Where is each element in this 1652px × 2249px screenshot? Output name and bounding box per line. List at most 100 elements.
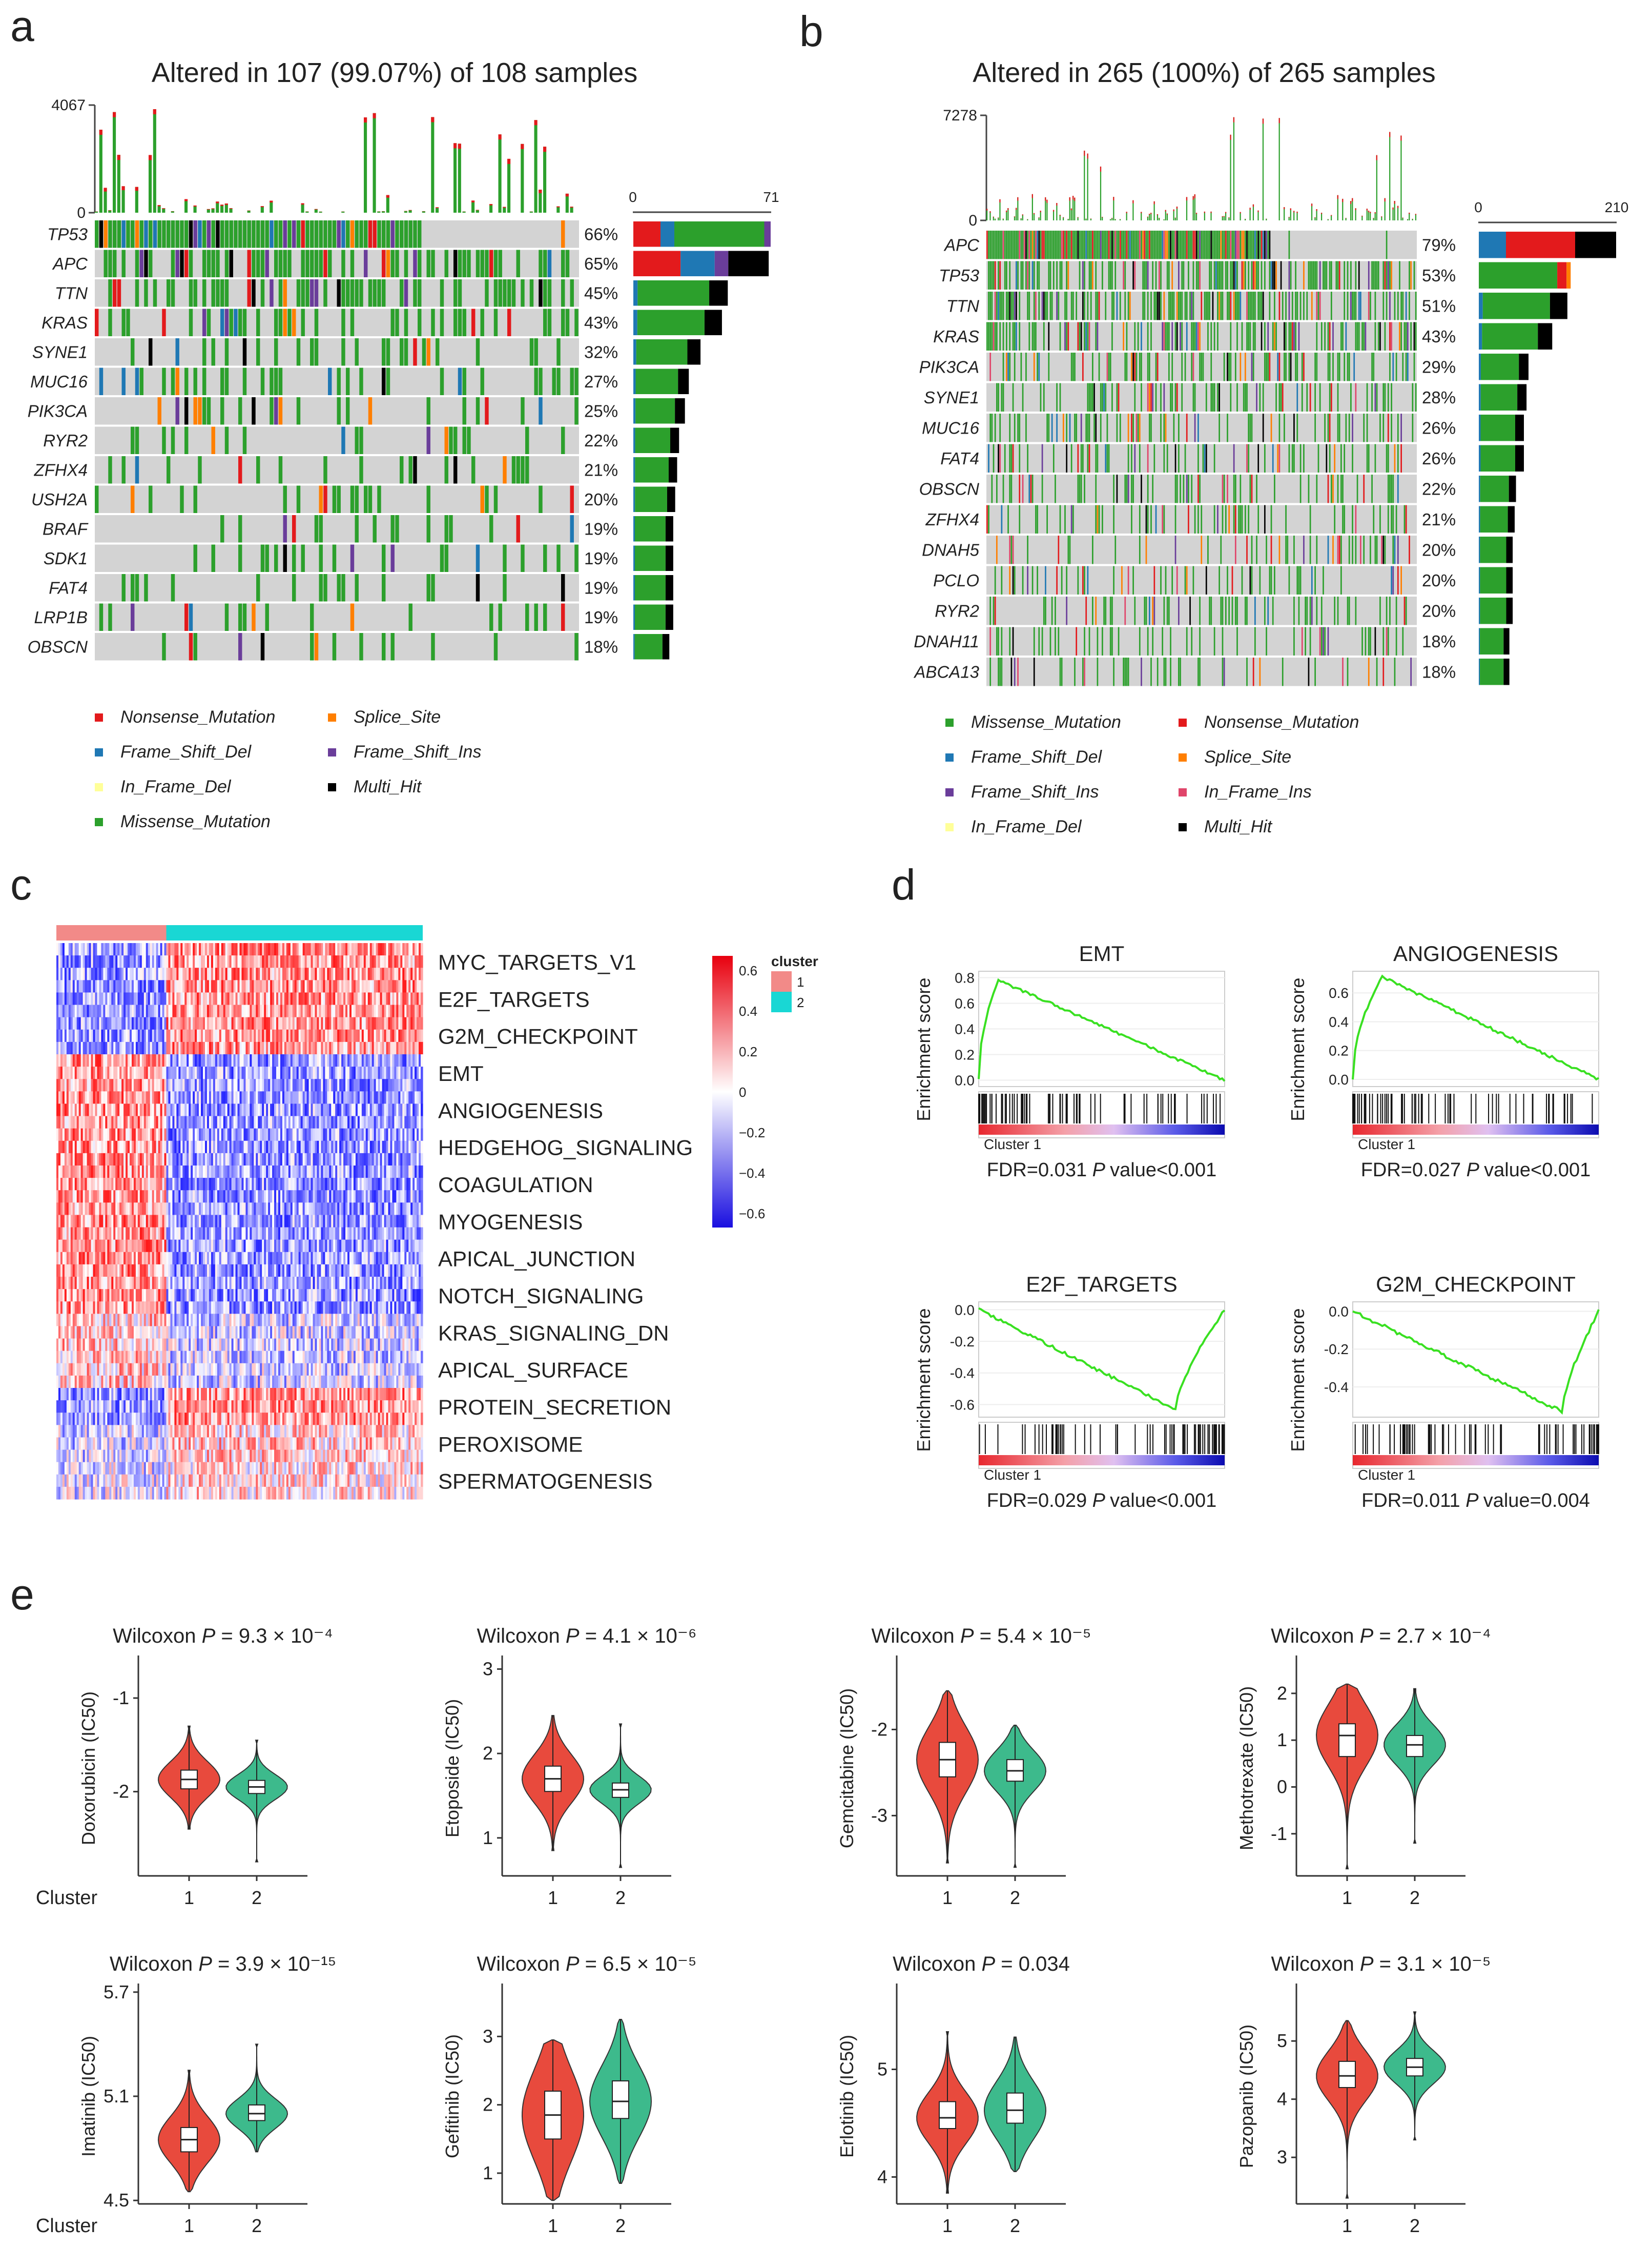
heatmap-cell <box>327 1116 329 1129</box>
heatmap-cell <box>174 1079 177 1092</box>
heatmap-cell <box>180 980 183 993</box>
heatmap-cell <box>298 1079 301 1092</box>
heatmap-cell <box>288 980 291 993</box>
mutation-cell <box>1308 475 1310 503</box>
heatmap-cell <box>64 1029 67 1042</box>
mutation-cell <box>1202 444 1204 473</box>
heatmap-cell <box>276 955 279 968</box>
heatmap-cell <box>351 1041 354 1055</box>
heatmap-cell <box>113 955 116 968</box>
tmb-bar-nonsense <box>408 210 412 211</box>
mutation-cell <box>1059 658 1061 686</box>
mutation-cell <box>1282 383 1284 412</box>
heatmap-cell <box>143 1103 147 1117</box>
mutation-cell <box>1298 566 1300 595</box>
mutation-cell <box>1251 261 1253 290</box>
mutation-cell <box>1233 231 1235 259</box>
mutation-cell <box>1174 505 1176 534</box>
heatmap-cell <box>95 1067 98 1079</box>
heatmap-cell <box>60 980 63 993</box>
heatmap-cell <box>62 943 65 956</box>
side-bar-segment <box>635 427 671 454</box>
mutation-cell <box>1299 566 1302 595</box>
heatmap-cell <box>213 1103 216 1117</box>
tmb-bar-nonsense <box>1173 209 1174 211</box>
tmb-bar <box>1157 214 1159 220</box>
heatmap-cell <box>402 1005 405 1018</box>
heatmap-cell <box>361 980 364 993</box>
mutation-cell <box>1303 292 1305 320</box>
heatmap-cell <box>254 1079 256 1092</box>
gene-row-bg <box>95 250 579 277</box>
heatmap-cell <box>313 1067 316 1079</box>
heatmap-cell <box>335 1017 338 1030</box>
gene-label: FAT4 <box>940 449 979 468</box>
mutation-cell <box>1233 505 1235 534</box>
heatmap-cell <box>130 968 132 980</box>
heatmap-cell <box>337 1116 340 1129</box>
mutation-cell <box>1228 231 1230 259</box>
heatmap-cell <box>203 992 205 1006</box>
mutation-cell <box>1027 536 1028 564</box>
mutation-cell <box>395 250 399 277</box>
heatmap-cell <box>274 1005 277 1018</box>
heatmap-cell <box>327 1005 329 1018</box>
heatmap-cell <box>347 1079 350 1092</box>
mutation-cell <box>1370 627 1371 656</box>
mutation-cell <box>1174 444 1176 473</box>
side-bar-segment <box>633 398 636 424</box>
tmb-bar-nonsense <box>1022 214 1023 216</box>
heatmap-cell <box>156 980 159 993</box>
heatmap-cell <box>239 1029 242 1042</box>
heatmap-cell <box>221 980 224 993</box>
heatmap-cell <box>189 1054 191 1067</box>
mutation-cell <box>1080 475 1082 503</box>
heatmap-cell <box>355 1091 358 1105</box>
heatmap-cell <box>58 1041 61 1055</box>
mutation-cell <box>404 279 408 307</box>
tmb-min-label: 0 <box>77 205 86 221</box>
gene-row-bg <box>986 414 1417 442</box>
heatmap-cell <box>174 1067 177 1079</box>
heatmap-cell <box>113 1067 116 1079</box>
heatmap-cell <box>227 1054 230 1067</box>
gene-label: TTN <box>55 283 88 302</box>
tmb-bar <box>1361 215 1363 220</box>
mutation-cell <box>1392 353 1394 381</box>
heatmap-cell <box>276 1017 279 1030</box>
mutation-cell <box>1145 536 1147 564</box>
heatmap-cell <box>143 1005 147 1018</box>
mutation-cell <box>1061 231 1063 259</box>
mutation-cell <box>1141 658 1142 686</box>
heatmap-cell <box>113 1054 116 1067</box>
mutation-cell <box>1382 261 1385 290</box>
tmb-bar <box>1394 201 1395 220</box>
mutation-cell <box>570 515 574 543</box>
heatmap-cell <box>390 943 393 956</box>
heatmap-cell <box>76 1079 79 1092</box>
mutation-cell <box>1040 231 1042 259</box>
heatmap-cell <box>262 1103 264 1117</box>
mutation-cell <box>1395 353 1397 381</box>
heatmap-cell <box>339 1054 342 1067</box>
heatmap-cell <box>357 1067 360 1079</box>
heatmap-cell <box>217 1017 220 1030</box>
mutation-cell <box>1311 261 1313 290</box>
heatmap-cell <box>357 980 360 993</box>
mutation-cell <box>1405 292 1407 320</box>
oncoplot-title: Altered in 107 (99.07%) of 108 samples <box>152 57 638 88</box>
heatmap-cell <box>402 1029 405 1042</box>
heatmap-cell <box>60 1067 63 1079</box>
mutation-cell <box>1092 383 1093 412</box>
heatmap-cell <box>235 968 238 980</box>
heatmap-cell <box>66 1079 69 1092</box>
mutation-cell <box>1137 322 1139 351</box>
heatmap-cell <box>308 980 312 993</box>
heatmap-cell <box>421 1067 423 1079</box>
heatmap-cell <box>133 1041 136 1055</box>
side-bar-segment <box>1480 414 1515 442</box>
mutation-cell <box>1186 292 1188 320</box>
heatmap-cell <box>80 943 84 956</box>
mutation-cell <box>1030 475 1032 503</box>
heatmap-cell <box>178 1017 181 1030</box>
